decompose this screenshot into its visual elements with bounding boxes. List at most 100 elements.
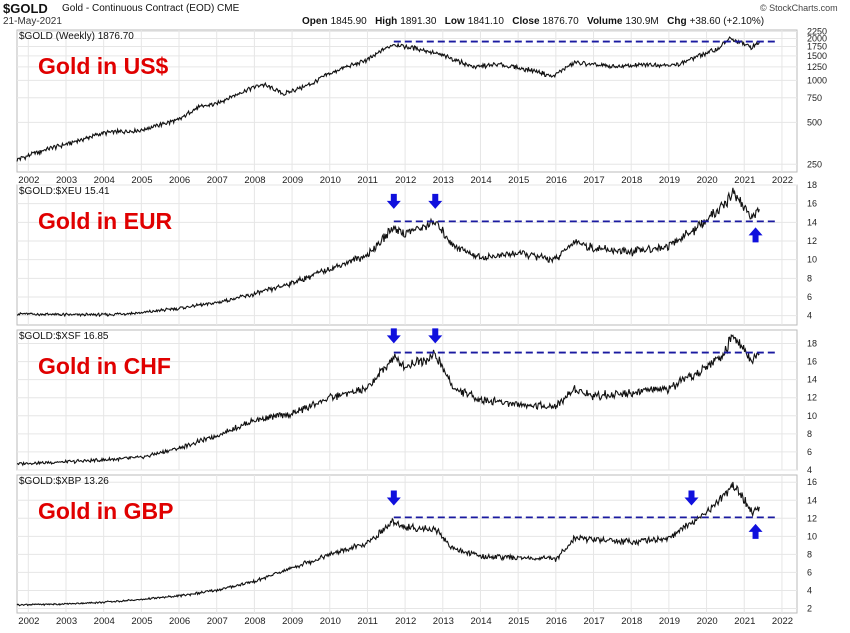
x-tick-label: 2013 [433,175,454,186]
x-tick-label: 2016 [546,175,567,186]
change-value: +38.60 (+2.10%) [689,16,765,27]
y-tick-label: 12 [807,513,817,523]
x-tick-label: 2008 [244,616,265,627]
x-tick-label: 2006 [169,175,190,186]
annotation-label: Gold in GBP [38,498,173,524]
price-line [16,481,760,607]
x-tick-label: 2003 [56,175,77,186]
high-value: 1891.30 [400,16,437,27]
y-tick-label: 10 [807,411,817,421]
ohlc-readout: Open 1845.90 High 1891.30 Low 1841.10 Close… [302,16,764,27]
x-tick-label: 2018 [621,175,642,186]
x-tick-label: 2007 [207,175,228,186]
x-tick-label: 2011 [357,175,377,186]
price-line [16,36,760,162]
y-tick-label: 4 [807,465,812,475]
open-label: Open [302,16,328,27]
volume-label: Volume [587,16,623,27]
annotation-label: Gold in EUR [38,208,173,234]
y-tick-label: 16 [807,199,817,209]
arrow-down [386,193,401,209]
x-tick-label: 2008 [244,175,265,186]
open-value: 1845.90 [330,16,367,27]
panel-frame [16,29,798,173]
x-tick-label: 2022 [772,175,793,186]
chart-panel-3: 4 6 8 10 12 14 16 18 $GOLD:$XSF 16.85 Gold in CHF [16,328,817,475]
x-tick-label: 2017 [584,616,605,627]
x-tick-label: 2009 [282,616,303,627]
y-tick-label: 4 [807,585,812,595]
x-tick-label: 2009 [282,175,303,186]
x-tick-label: 2005 [131,175,152,186]
annotation-label: Gold in CHF [38,353,171,379]
y-tick-label: 6 [807,292,812,302]
low-value: 1841.10 [467,16,504,27]
x-tick-label: 2021 [734,616,755,627]
arrow-down [386,328,401,344]
x-tick-label: 2015 [508,616,529,627]
x-tick-label: 2020 [697,616,718,627]
legend-label: $GOLD:$XSF 16.85 [19,331,109,342]
arrow-down [428,193,443,209]
x-tick-label: 2014 [470,616,491,627]
y-tick-label: 14 [807,375,817,385]
x-tick-label: 2020 [697,175,718,186]
x-tick-label: 2004 [94,616,115,627]
x-tick-label: 2010 [320,616,341,627]
arrow-up [748,523,763,539]
x-tick-label: 2019 [659,175,680,186]
y-tick-label: 2 [807,603,812,613]
annotation-label: Gold in US$ [38,53,169,79]
y-tick-label: 14 [807,495,817,505]
arrow-down [428,328,443,344]
x-tick-label: 2016 [546,616,567,627]
price-line [16,333,760,467]
y-tick-label: 2250 [807,26,827,36]
x-tick-label: 2015 [508,175,529,186]
x-tick-label: 2007 [207,616,228,627]
x-tick-label: 2002 [18,175,39,186]
y-tick-label: 10 [807,255,817,265]
panel-frame [16,474,798,614]
high-label: High [375,16,398,27]
y-tick-label: 6 [807,447,812,457]
panel-frame [16,329,798,471]
volume-value: 130.9M [625,16,659,27]
x-tick-label: 2014 [470,175,491,186]
y-tick-label: 500 [807,117,822,127]
y-tick-label: 1000 [807,75,827,85]
y-tick-label: 2000 [807,33,827,43]
y-tick-label: 8 [807,549,812,559]
x-tick-label: 2018 [621,616,642,627]
x-tick-label: 2003 [56,616,77,627]
chart-date: 21-May-2021 [3,16,62,27]
close-value: 1876.70 [542,16,579,27]
x-tick-label: 2010 [320,175,341,186]
description: Gold - Continuous Contract (EOD) CME [62,3,240,14]
y-tick-label: 4 [807,311,812,321]
x-tick-label: 2002 [18,616,39,627]
y-tick-label: 1750 [807,42,827,52]
y-tick-label: 10 [807,531,817,541]
legend-label: $GOLD (Weekly) 1876.70 [19,31,134,42]
x-tick-label: 2013 [433,616,454,627]
x-tick-label: 2022 [772,616,793,627]
price-line [17,187,760,318]
y-tick-label: 18 [807,339,817,349]
legend-label: $GOLD:$XBP 13.26 [19,476,109,487]
x-tick-label: 2012 [395,616,416,627]
y-tick-label: 16 [807,357,817,367]
legend-label: $GOLD:$XEU 15.41 [19,186,110,197]
change-label: Chg [667,16,687,27]
symbol: $GOLD [3,1,48,16]
x-tick-label: 2021 [734,175,755,186]
arrow-up [748,227,763,243]
y-tick-label: 6 [807,567,812,577]
y-tick-label: 1250 [807,62,827,72]
source-credit: © StockCharts.com [760,3,838,13]
x-tick-label: 2012 [395,175,416,186]
y-tick-label: 18 [807,180,817,190]
x-tick-label: 2017 [584,175,605,186]
